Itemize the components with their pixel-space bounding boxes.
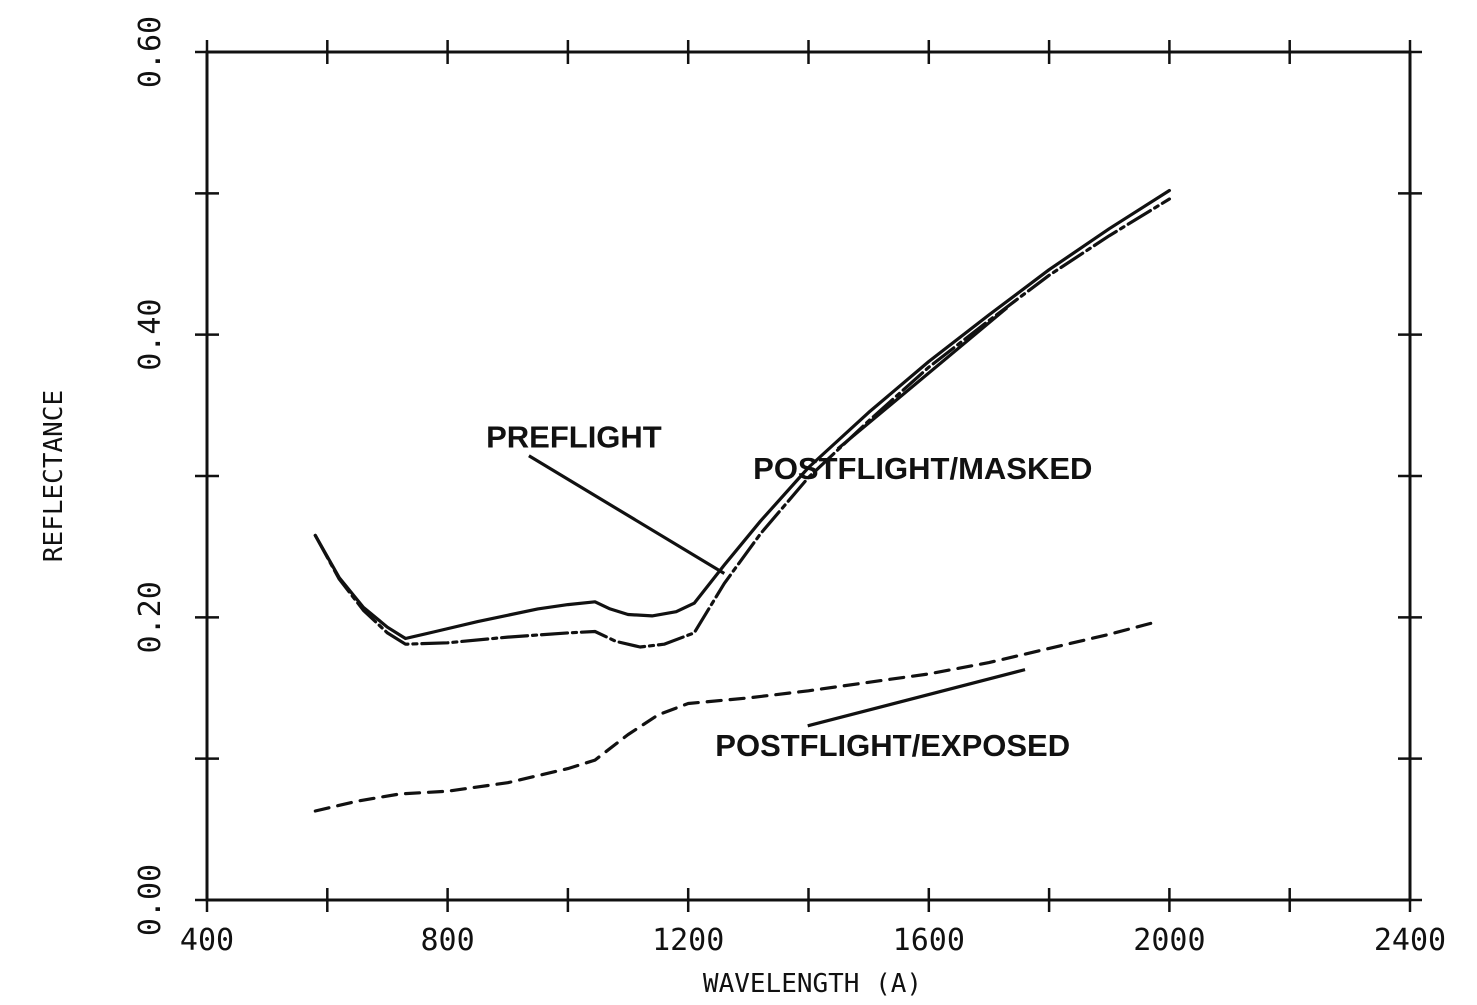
y-tick-label: 0.00 <box>133 864 168 936</box>
leader-line-postflight-masked <box>836 306 1009 451</box>
series-line-postflight-masked <box>313 197 1171 649</box>
annotation-postflight-exposed: POSTFLIGHT/EXPOSED <box>715 728 1070 763</box>
axis-ticks <box>195 40 1422 912</box>
leader-line-postflight-exposed <box>807 668 1026 728</box>
y-tick-label: 0.20 <box>133 581 168 653</box>
y-tick-label: 0.60 <box>133 16 168 88</box>
x-tick-label: 800 <box>421 923 475 958</box>
series-line-preflight <box>313 188 1171 641</box>
y-tick-labels: 0.00 0.20 0.40 0.60 <box>133 16 168 936</box>
y-axis-title: REFLECTANCE <box>39 390 69 562</box>
x-axis-title: WAVELENGTH (A) <box>703 969 922 999</box>
annotation-postflight-masked: POSTFLIGHT/MASKED <box>753 451 1092 486</box>
x-tick-labels: 400 800 1200 1600 2000 2400 <box>180 923 1446 958</box>
x-tick-label: 1600 <box>893 923 965 958</box>
y-tick-label: 0.40 <box>133 299 168 371</box>
x-tick-label: 400 <box>180 923 234 958</box>
annotations: PREFLIGHT POSTFLIGHT/MASKED POSTFLIGHT/EXP… <box>486 306 1092 763</box>
leader-line-preflight <box>528 454 726 575</box>
series-line-postflight-exposed <box>313 620 1159 813</box>
x-tick-label: 1200 <box>652 923 724 958</box>
annotation-preflight: PREFLIGHT <box>486 420 662 455</box>
series-lines <box>313 188 1171 813</box>
x-tick-label: 2000 <box>1133 923 1205 958</box>
x-tick-label: 2400 <box>1374 923 1446 958</box>
